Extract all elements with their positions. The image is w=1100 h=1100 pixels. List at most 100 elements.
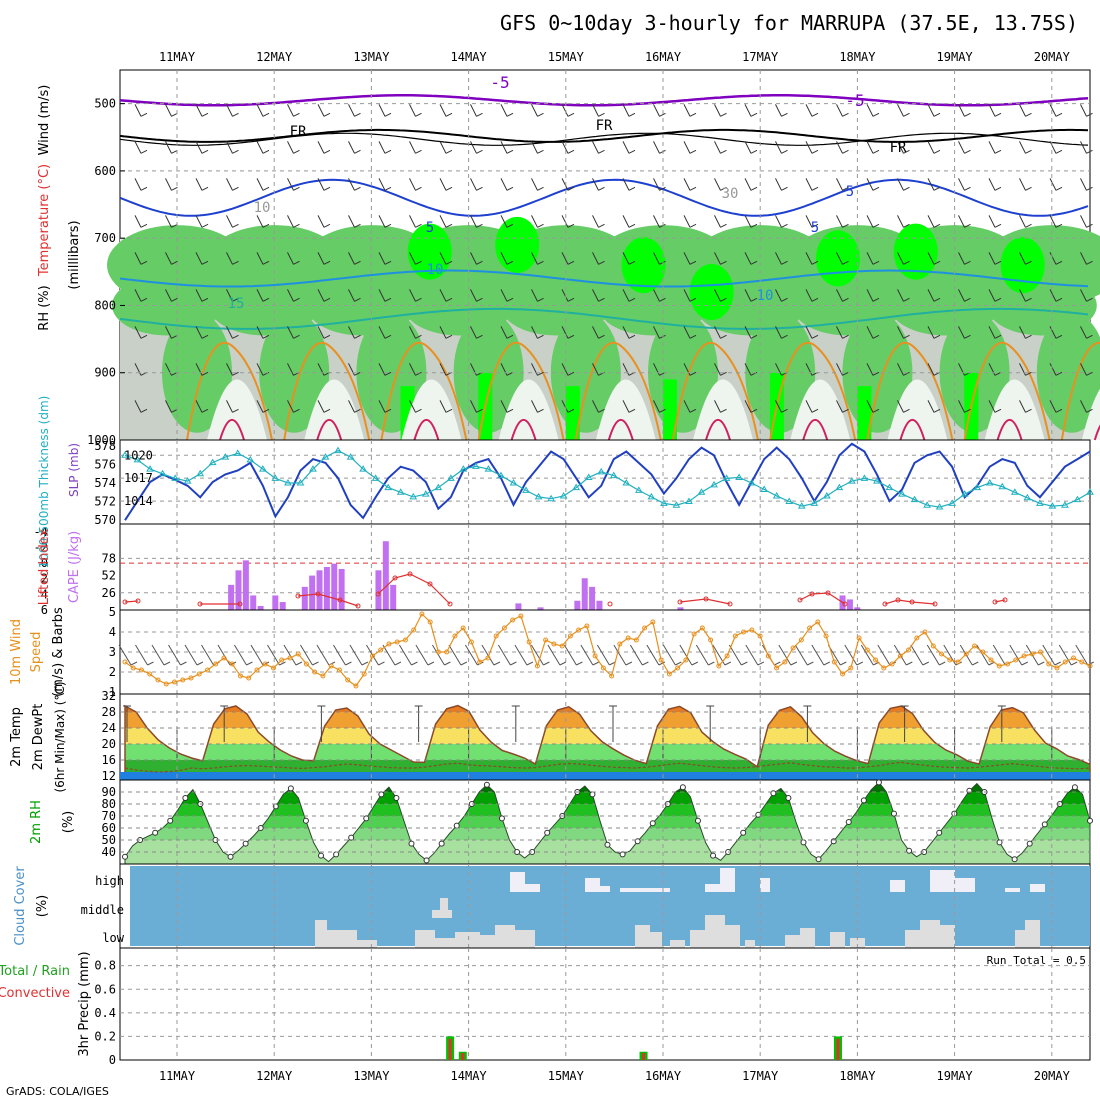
cape-bar xyxy=(589,586,596,610)
cape-bar xyxy=(677,607,684,610)
thick-left-tick-0: 578 xyxy=(94,439,116,453)
top-date-14may: 14MAY xyxy=(451,50,488,64)
precip-tick-4: 0 xyxy=(109,1053,116,1067)
cape-bar xyxy=(242,560,249,610)
rh-tick-0: 90 xyxy=(102,785,116,799)
contour-label-3: FR xyxy=(596,118,613,134)
cape-bar xyxy=(279,602,286,610)
bottom-date-15may: 15MAY xyxy=(548,1069,585,1083)
contour-label-1: -5 xyxy=(845,91,864,110)
upper-air-panel: 500 600 700 800 900 1000 -5 -5 FR FR FR 5 5 5 10 10 15 3… xyxy=(87,69,1100,447)
cape-bar xyxy=(581,578,588,610)
li-tick-3: 2 xyxy=(41,572,48,586)
cape-tick-2: 26 xyxy=(102,586,116,600)
wind-tick-1: 4 xyxy=(109,625,116,639)
upper-tick-3: 800 xyxy=(94,298,116,312)
bottom-date-13may: 13MAY xyxy=(353,1069,390,1083)
cape-bar xyxy=(574,600,581,610)
contour-label-10: 15 xyxy=(228,296,245,312)
label-cloud-cover: Cloud Cover xyxy=(13,866,28,946)
cape-bar xyxy=(382,541,389,610)
cape-bar xyxy=(228,584,235,610)
precip-tick-2: 0.4 xyxy=(94,1006,116,1020)
label-wind: Wind (m/s) xyxy=(37,85,52,156)
precip-conv-bar-3 xyxy=(836,1038,840,1060)
bottom-date-12may: 12MAY xyxy=(256,1069,293,1083)
top-date-labels: 11MAY 12MAY 13MAY 14MAY 15MAY 16MAY 17MAY 18MAY… xyxy=(159,50,1071,64)
wind-panel: 5 4 3 2 1 xyxy=(109,605,1094,699)
cape-bar xyxy=(323,567,330,610)
temp-tick-5: 12 xyxy=(102,769,116,783)
top-date-19may: 19MAY xyxy=(937,50,974,64)
thick-right-tick-0: 1020 xyxy=(124,448,153,462)
contour-label-5: 5 xyxy=(846,184,854,200)
wind-tick-4: 1 xyxy=(109,685,116,699)
top-date-15may: 15MAY xyxy=(548,50,585,64)
contour-label-0: -5 xyxy=(490,73,509,92)
series-slp xyxy=(124,442,1091,521)
label-min-max: (6hr Min/Max) (°C) xyxy=(53,681,67,792)
li-tick-4: 4 xyxy=(41,587,48,601)
series-2m-dewpt xyxy=(124,761,1091,773)
temp-tick-4: 16 xyxy=(102,753,116,767)
precip-panel: 0.8 0.6 0.4 0.2 0 Run Total = 0.5 xyxy=(94,947,1091,1067)
top-date-11may: 11MAY xyxy=(159,50,196,64)
label-convective: Convective xyxy=(0,986,70,1001)
temp-tick-2: 24 xyxy=(102,721,116,735)
contour-label-7: 5 xyxy=(811,220,819,236)
li-tick-1: -2 xyxy=(34,540,48,554)
label-barbs: (m/s) & Barbs xyxy=(51,607,66,697)
top-date-20may: 20MAY xyxy=(1034,50,1071,64)
bottom-date-16may: 16MAY xyxy=(645,1069,682,1083)
cloud-level-low: low xyxy=(102,931,124,945)
label-cloud-pct: (%) xyxy=(35,895,50,918)
upper-tick-2: 700 xyxy=(94,231,116,245)
label-2m-temp: 2m Temp xyxy=(9,707,24,767)
cape-bar xyxy=(272,595,279,610)
rh-tick-2: 70 xyxy=(102,809,116,823)
wind-tick-0: 5 xyxy=(109,605,116,619)
label-thickness: 1000-500mb Thickness (dm) xyxy=(37,396,51,569)
bottom-date-18may: 18MAY xyxy=(839,1069,876,1083)
contour-label-12: 10 xyxy=(254,200,271,216)
contour-label-8: 10 xyxy=(427,262,444,278)
label-2m-rh: 2m RH xyxy=(29,800,44,844)
contour-label-2: FR xyxy=(290,124,307,140)
upper-tick-4: 900 xyxy=(94,366,116,380)
side-labels: RH (%) Temperature (°C) Wind (m/s) (milllib… xyxy=(0,85,92,1057)
label-total-rain: Total / Rain xyxy=(0,964,70,979)
upper-contour-labels: -5 -5 FR FR FR 5 5 5 10 10 15 30 10 xyxy=(228,73,907,312)
label-lifted-index: Lifted Index xyxy=(37,528,52,605)
cape-bar xyxy=(250,595,257,610)
contour-label-9: 10 xyxy=(757,288,774,304)
cape-bar xyxy=(375,570,382,610)
temperature-panel: 32 28 24 20 16 12 xyxy=(102,689,1091,783)
cloud-level-middle: middle xyxy=(81,903,124,917)
footer-credit: GrADS: COLA/IGES xyxy=(6,1085,109,1098)
top-date-12may: 12MAY xyxy=(256,50,293,64)
upper-tick-5: 1000 xyxy=(87,433,116,447)
bottom-date-14may: 14MAY xyxy=(451,1069,488,1083)
label-rh-pct: (%) xyxy=(61,811,76,834)
label-slp: SLP (mb) xyxy=(67,443,81,497)
thick-right-tick-2: 1014 xyxy=(124,494,153,508)
top-date-16may: 16MAY xyxy=(645,50,682,64)
temp-tick-0: 32 xyxy=(102,689,116,703)
upper-tick-0: 500 xyxy=(94,97,116,111)
thick-left-tick-4: 570 xyxy=(94,513,116,527)
top-date-13may: 13MAY xyxy=(353,50,390,64)
rh-tick-3: 60 xyxy=(102,821,116,835)
lifted-index-cape-panel: -4-2 0 24 6 78 52 26 xyxy=(34,523,1091,617)
run-total-label: Run Total = 0.5 xyxy=(987,954,1086,967)
li-tick-5: 6 xyxy=(41,603,48,617)
series-wind-speed xyxy=(124,613,1091,687)
cape-bar xyxy=(338,568,345,610)
thick-left-tick-3: 572 xyxy=(94,495,116,509)
cape-bar xyxy=(537,607,544,610)
bottom-date-11may: 11MAY xyxy=(159,1069,196,1083)
cape-bar xyxy=(515,603,522,610)
label-temperature: Temperature (°C) xyxy=(37,164,52,277)
label-rh: RH (%) xyxy=(37,285,52,330)
temp-tick-1: 28 xyxy=(102,705,116,719)
top-date-18may: 18MAY xyxy=(839,50,876,64)
